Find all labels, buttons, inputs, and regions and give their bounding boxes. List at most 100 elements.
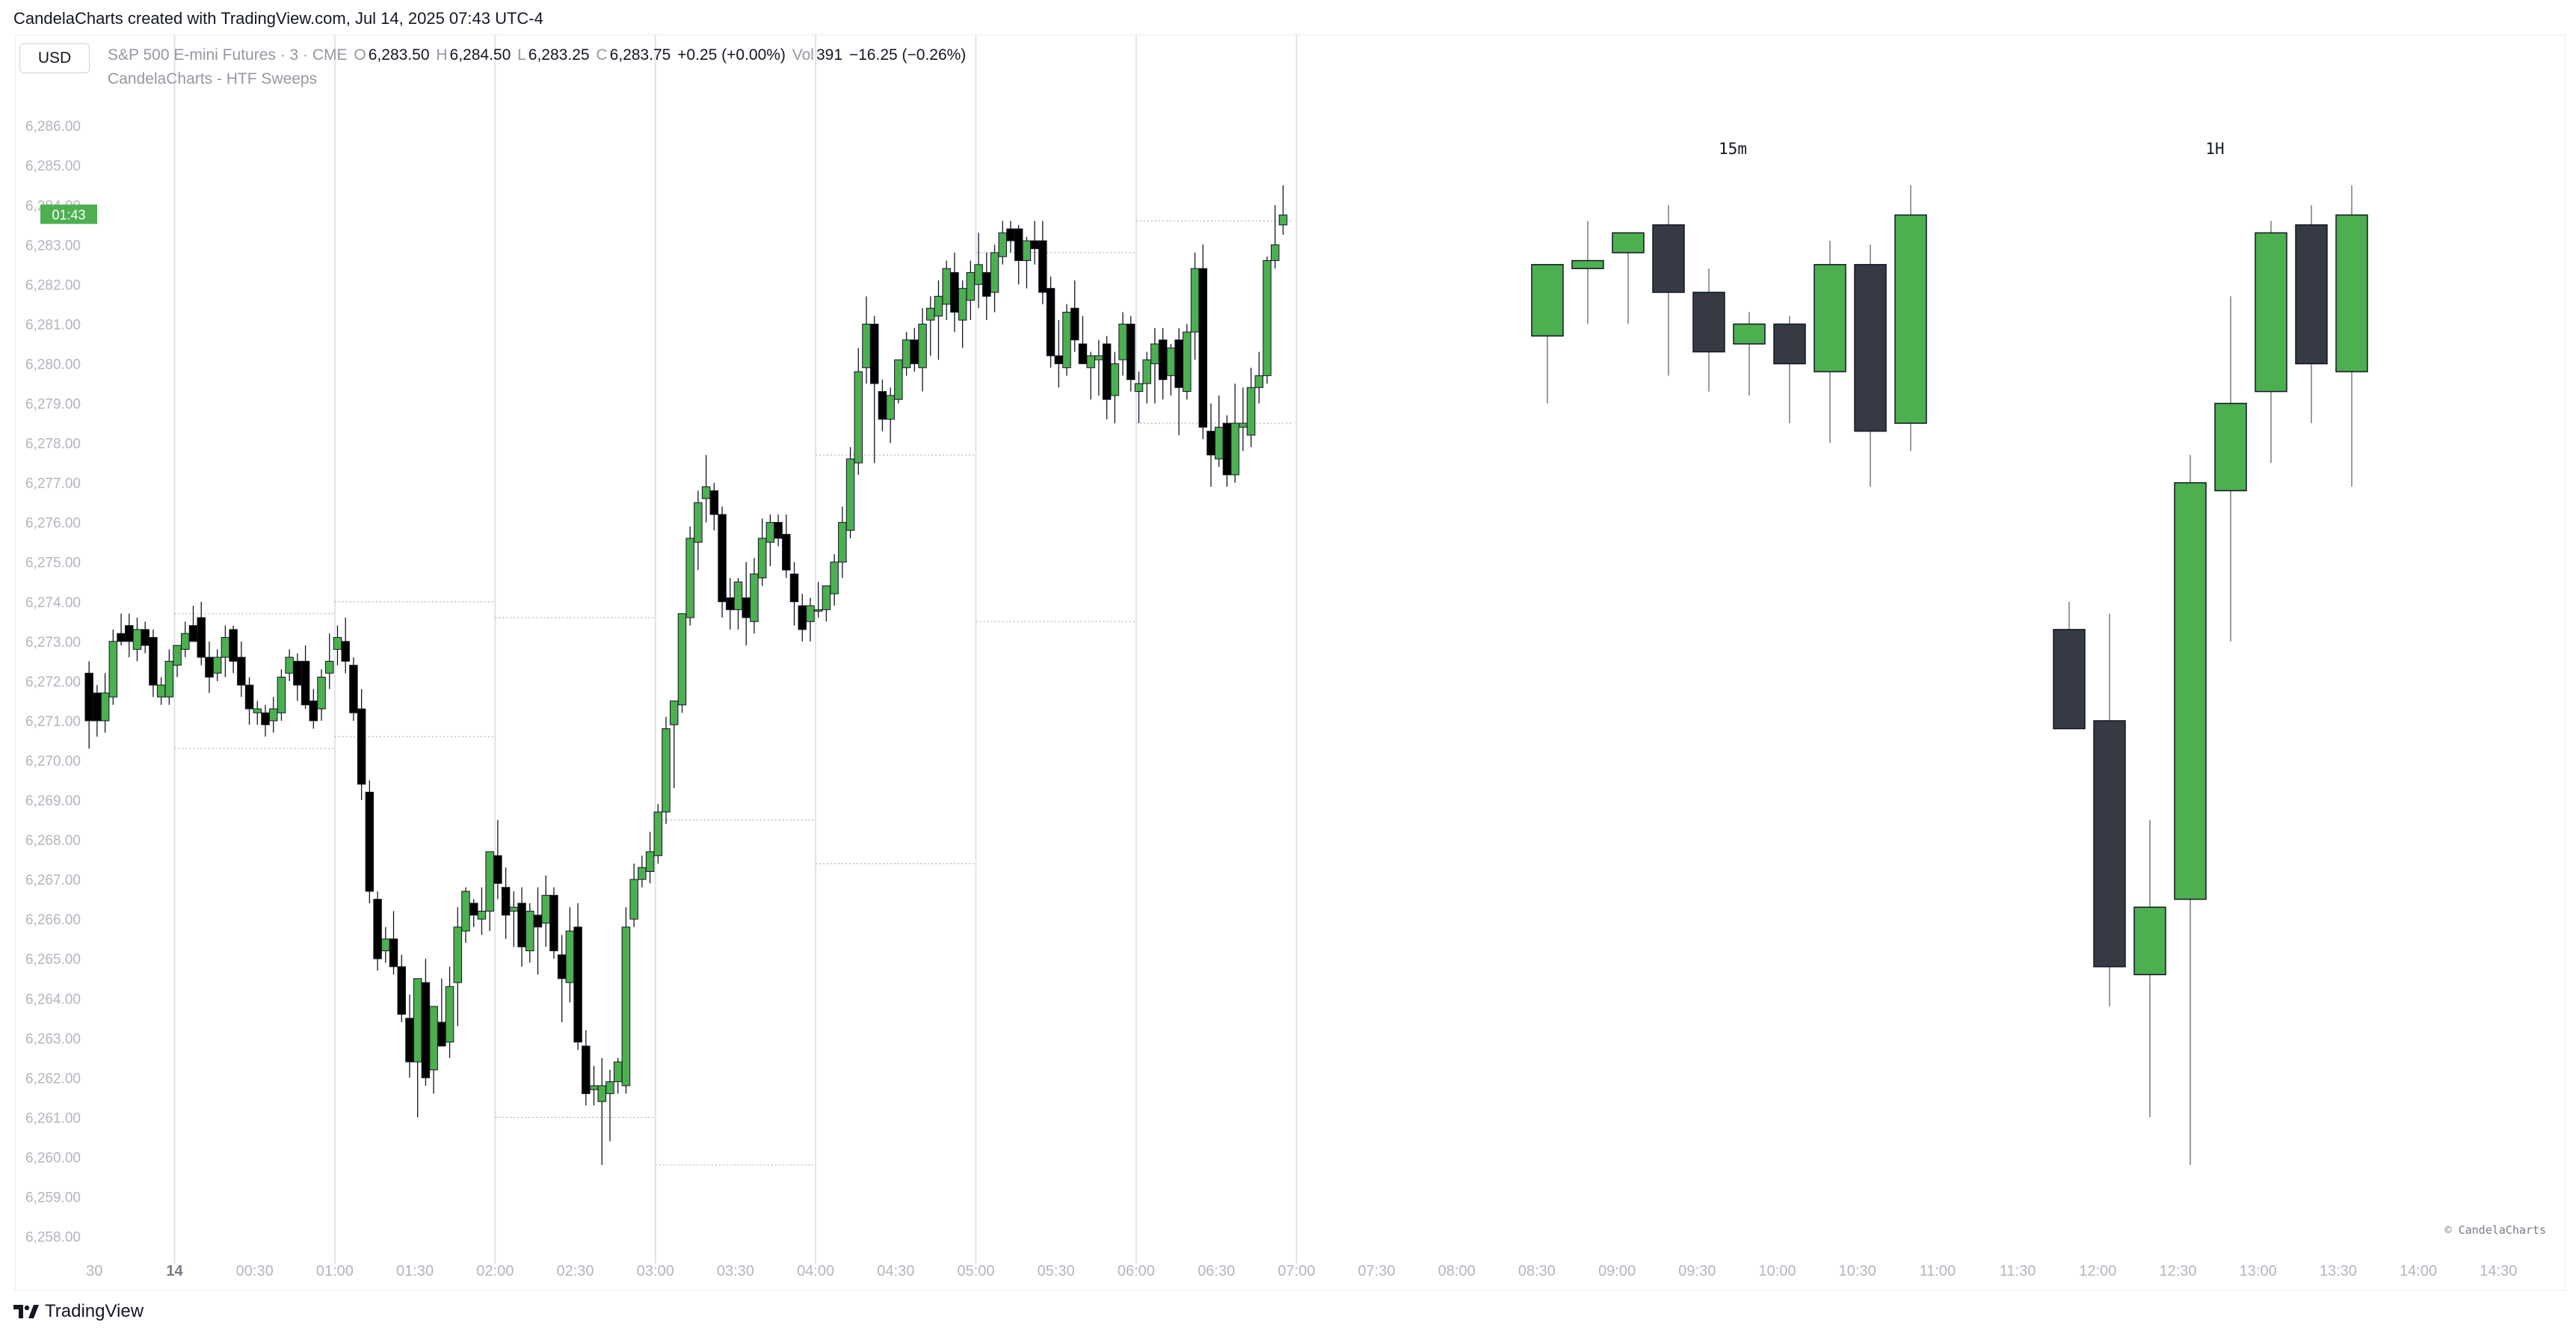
htf-candle-body <box>1854 264 1887 432</box>
candle <box>429 1006 438 1094</box>
candle <box>966 260 976 321</box>
candle-body <box>469 903 478 916</box>
candle-body <box>309 700 318 722</box>
currency-button[interactable]: USD <box>19 43 90 73</box>
candle-body <box>173 645 182 666</box>
candle-body <box>789 574 799 603</box>
candle-body <box>429 1006 438 1071</box>
htf-candle <box>2255 221 2287 464</box>
htf-candle-body <box>2295 224 2328 365</box>
candle-body <box>782 534 791 571</box>
candle-body <box>902 339 911 369</box>
htf-candle-body <box>1531 264 1564 337</box>
candle-body <box>1174 339 1183 388</box>
candle-body <box>910 339 919 364</box>
candle-body <box>317 677 326 710</box>
time-tick-label: 09:00 <box>1598 1263 1636 1279</box>
candle <box>117 613 126 646</box>
time-tick-label: 08:30 <box>1518 1263 1556 1279</box>
candle <box>1174 328 1183 435</box>
candle-body <box>1078 343 1088 364</box>
candle-body <box>397 966 406 1015</box>
candle-body <box>1278 215 1288 226</box>
candle <box>718 506 727 618</box>
volume-change: −16.25 (−0.26%) <box>848 46 967 64</box>
price-tick-label: 6,281.00 <box>25 317 81 333</box>
candle <box>501 867 511 939</box>
candle-body <box>565 930 575 983</box>
candle <box>910 328 919 372</box>
candle-body <box>1006 228 1015 242</box>
footer-brand[interactable]: TradingView <box>13 1301 144 1322</box>
candle <box>1094 339 1103 396</box>
candle <box>789 562 799 626</box>
candle <box>1190 252 1200 360</box>
candle <box>701 455 711 523</box>
htf-candle <box>2053 601 2086 730</box>
candle-body <box>645 851 655 872</box>
candle <box>669 700 679 789</box>
time-tick-label: 11:30 <box>2000 1263 2036 1279</box>
indicator-name[interactable]: CandelaCharts - HTF Sweeps <box>108 70 318 87</box>
candle-body <box>597 1085 606 1102</box>
candle <box>477 887 487 935</box>
candle <box>942 260 951 321</box>
candle-body <box>501 887 511 916</box>
candle <box>1222 415 1232 487</box>
candle <box>934 280 943 360</box>
candle <box>862 296 871 384</box>
candle-body <box>108 641 118 698</box>
candle <box>164 649 174 705</box>
candle <box>886 387 895 443</box>
time-tick-label: 11:00 <box>1920 1263 1956 1279</box>
candle-body <box>461 891 470 932</box>
open-value: 6,283.50 <box>368 46 430 64</box>
candle <box>221 625 230 677</box>
candle-body <box>541 894 550 923</box>
candle <box>765 514 775 567</box>
candle <box>830 554 839 606</box>
candle-body <box>582 1045 591 1095</box>
candle <box>188 606 198 642</box>
footer-brand-label: TradingView <box>45 1301 144 1321</box>
candle-body <box>229 629 238 662</box>
time-grid <box>173 34 1298 1264</box>
candle <box>597 1057 606 1166</box>
price-tick-label: 6,266.00 <box>25 912 81 928</box>
candle-body <box>813 609 823 612</box>
candle <box>1150 328 1159 404</box>
candle <box>541 875 550 947</box>
candle <box>918 308 927 392</box>
candle-body <box>349 665 358 713</box>
candle <box>1134 372 1144 424</box>
candle <box>93 685 102 737</box>
candle <box>1278 185 1288 236</box>
candle-body <box>1022 240 1032 262</box>
change-value: +0.25 (+0.00%) <box>677 46 786 64</box>
candle <box>813 582 823 618</box>
htf-candle-body <box>1571 259 1604 269</box>
price-tick-label: 6,269.00 <box>25 793 81 809</box>
candle-body <box>285 657 294 674</box>
symbol-name[interactable]: S&P 500 E-mini Futures · 3 · CME <box>108 46 348 64</box>
candle-body <box>477 911 487 920</box>
watermark: © CandelaCharts <box>2444 1223 2546 1237</box>
candle <box>1270 205 1280 269</box>
candle-body <box>998 232 1007 257</box>
candle <box>926 296 935 356</box>
htf-candle <box>2335 185 2368 487</box>
htf-candle <box>2093 613 2126 1006</box>
htf-candle-body <box>2214 402 2247 491</box>
candle-body <box>205 657 214 678</box>
time-tick-label: 10:00 <box>1758 1263 1796 1279</box>
chart-frame[interactable] <box>15 34 2566 1291</box>
sweep-levels <box>174 220 1292 1166</box>
candle-body <box>1094 355 1103 360</box>
candle <box>774 514 783 547</box>
candle <box>325 633 334 689</box>
candle-body <box>845 458 855 531</box>
candle-body <box>188 625 198 642</box>
candle-body <box>669 700 679 725</box>
htf-candle-body <box>1894 214 1927 424</box>
